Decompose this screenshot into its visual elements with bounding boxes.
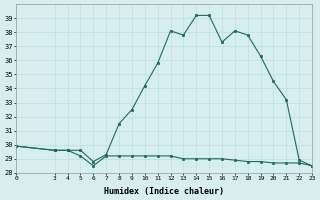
X-axis label: Humidex (Indice chaleur): Humidex (Indice chaleur) (104, 187, 224, 196)
